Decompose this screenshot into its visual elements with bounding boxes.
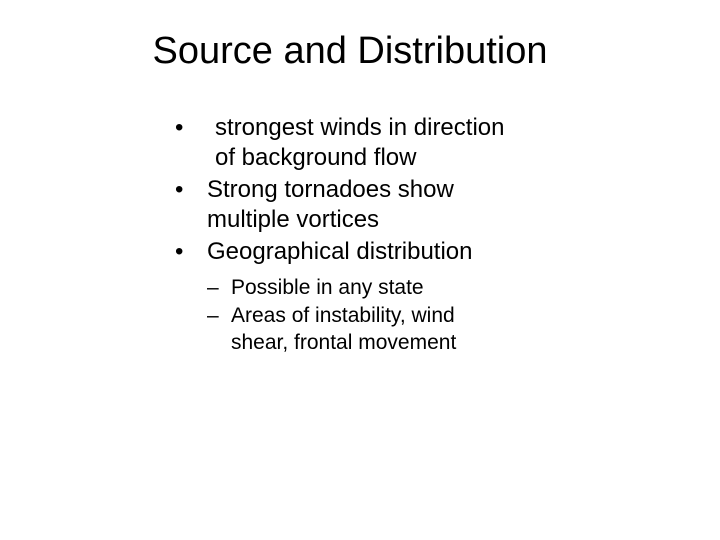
bullet-item: Strong tornadoes show multiple vortices: [175, 175, 515, 235]
sub-bullet-list: Possible in any state Areas of instabili…: [207, 275, 515, 356]
slide-container: Source and Distribution strongest winds …: [0, 0, 720, 540]
sub-bullet-item: Possible in any state: [207, 275, 515, 301]
bullet-item: Geographical distribution: [175, 237, 515, 267]
slide-content: strongest winds in direction of backgrou…: [175, 113, 515, 356]
bullet-item: strongest winds in direction of backgrou…: [175, 113, 515, 173]
slide-title: Source and Distribution: [0, 30, 720, 73]
bullet-list: strongest winds in direction of backgrou…: [175, 113, 515, 267]
sub-bullet-item: Areas of instability, wind shear, fronta…: [207, 303, 515, 356]
